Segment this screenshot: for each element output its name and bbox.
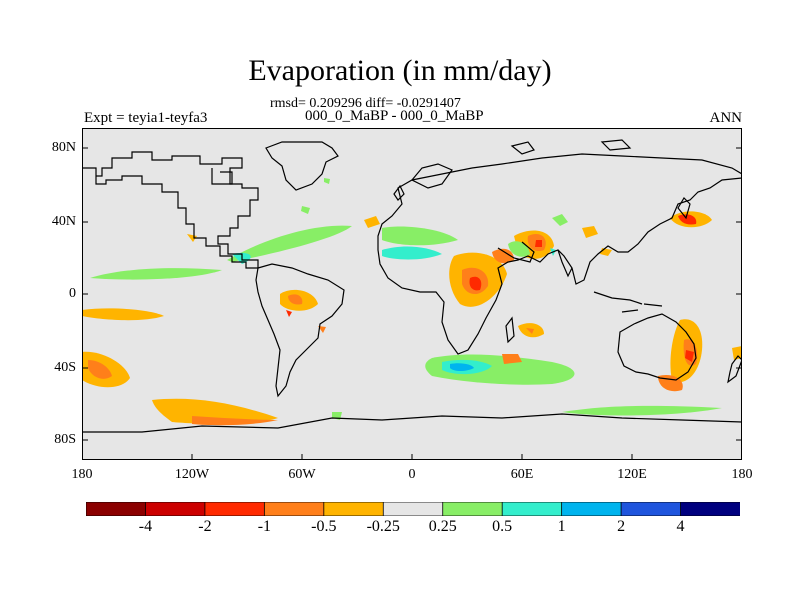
colorbar-svg (85, 501, 741, 517)
colorbar-swatch (145, 501, 206, 517)
x-tick-120w: 120W (174, 467, 210, 482)
colorbar-swatch (442, 501, 504, 517)
patch-mediterranean-green (382, 226, 458, 246)
map-title: Evaporation (in mm/day) (248, 54, 552, 87)
colorbar-label: -1 (257, 518, 272, 535)
patch-east-africa-red (469, 276, 482, 291)
y-tick-80n: 80N (51, 140, 76, 155)
colorbar-swatch (85, 501, 147, 517)
patch-caribbean-cyan (232, 252, 251, 264)
patch-north-pacific-green (90, 268, 222, 280)
patch-s-america-core (288, 294, 303, 305)
anomaly-patches (82, 178, 742, 426)
patch-south-pacific-orange (152, 398, 278, 424)
colorbar-label: -0.25 (366, 518, 400, 535)
patch-se-asia-orange (582, 226, 598, 238)
colorbar-swatch (263, 501, 325, 517)
patch-iberia-orange (364, 216, 380, 228)
colorbar-label: 2 (617, 518, 626, 535)
colorbar-label: 0.25 (428, 518, 457, 535)
patch-sw-pacific-core (88, 360, 112, 379)
colorbar-label: -2 (198, 518, 212, 535)
experiment-label: Expt = teyia1-teyfa3 (84, 110, 208, 126)
x-tick-180w: 180 (71, 467, 93, 482)
colorbar-swatch (561, 501, 622, 517)
map-svg (82, 128, 742, 460)
patch-iran-green (552, 214, 568, 226)
colorbar-swatch (680, 501, 741, 517)
patch-red-sea-orange (492, 248, 514, 264)
colorbar-swatch (382, 501, 444, 517)
patch-arabia-red (535, 240, 542, 247)
patch-greenland-dot (324, 178, 330, 184)
patch-pacific-edge-orange (732, 346, 742, 360)
patch-south-pacific-core (192, 416, 278, 426)
coastlines (82, 139, 742, 433)
colorbar-swatch (204, 501, 266, 517)
season-label: ANN (709, 110, 743, 126)
colorbar-swatch (620, 501, 682, 517)
x-tick-0: 0 (408, 467, 416, 482)
patch-east-australia-red (685, 350, 694, 362)
period-line: 000_0_MaBP - 000_0_MaBP (305, 108, 484, 124)
x-tick-60e: 60E (510, 467, 534, 482)
patch-southern-ocean-blue (450, 363, 474, 371)
patch-s-america-red (286, 310, 292, 317)
colorbar-label: 1 (557, 518, 566, 535)
colorbar-swatch (501, 501, 563, 517)
colorbar-label: 4 (676, 518, 685, 535)
y-tick-0: 0 (69, 286, 76, 301)
patch-madagascar-core (526, 328, 534, 334)
patch-south-africa-orange (502, 354, 522, 364)
y-tick-40n: 40N (51, 214, 76, 229)
patch-equatorial-pacific (82, 308, 164, 321)
colorbar-label: -0.5 (311, 518, 337, 535)
patch-n-africa-cyan (382, 246, 442, 260)
x-tick-60w: 60W (288, 467, 316, 482)
colorbar-swatch (323, 501, 385, 517)
map-panel (82, 128, 742, 460)
patch-antarctic-green (562, 405, 722, 416)
colorbar-label: -4 (138, 518, 153, 535)
patch-atlantic-dot (301, 206, 310, 214)
y-tick-80s: 80S (54, 432, 76, 447)
colorbar (85, 501, 741, 517)
x-tick-180e: 180 (731, 467, 753, 482)
patch-north-atlantic-green (227, 225, 352, 262)
axis-ticks (82, 147, 742, 460)
stats-line: rmsd= 0.209296 diff= -0.0291407 (270, 96, 461, 111)
y-tick-40s: 40S (54, 360, 76, 375)
patch-kuroshio-red (678, 214, 697, 225)
patch-persian-gulf-green (508, 241, 530, 257)
x-tick-120e: 120E (617, 467, 647, 482)
colorbar-label: 0.5 (492, 518, 513, 535)
